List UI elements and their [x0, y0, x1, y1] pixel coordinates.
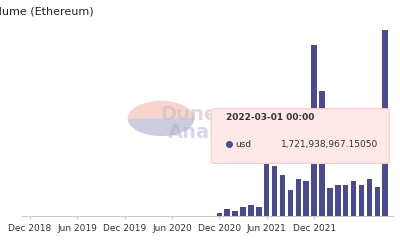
Bar	[319, 91, 325, 216]
Text: Dune: Dune	[160, 105, 218, 124]
Text: Analytics: Analytics	[168, 123, 269, 142]
Bar	[288, 190, 293, 216]
Bar	[224, 209, 230, 216]
Bar	[359, 185, 364, 216]
Bar	[248, 205, 254, 216]
Bar	[382, 30, 388, 216]
Bar	[272, 166, 277, 216]
Bar	[296, 179, 301, 216]
Text: 1,721,938,967.15050: 1,721,938,967.15050	[281, 140, 378, 149]
Bar	[280, 175, 285, 216]
Wedge shape	[128, 119, 194, 136]
Bar	[343, 185, 348, 216]
Bar	[351, 181, 356, 216]
Wedge shape	[128, 101, 194, 119]
Text: olume (Ethereum): olume (Ethereum)	[0, 7, 94, 17]
Bar	[374, 186, 380, 216]
Bar	[335, 185, 340, 216]
Bar	[311, 45, 317, 216]
Text: usd: usd	[235, 140, 252, 149]
FancyBboxPatch shape	[211, 109, 389, 163]
Bar	[304, 181, 309, 216]
Bar	[256, 207, 262, 216]
Bar	[327, 188, 333, 216]
Bar	[216, 213, 222, 216]
Bar	[264, 145, 270, 216]
Bar	[367, 179, 372, 216]
Text: 2022-03-01 00:00: 2022-03-01 00:00	[226, 114, 314, 122]
Bar	[232, 211, 238, 216]
Bar	[240, 207, 246, 216]
